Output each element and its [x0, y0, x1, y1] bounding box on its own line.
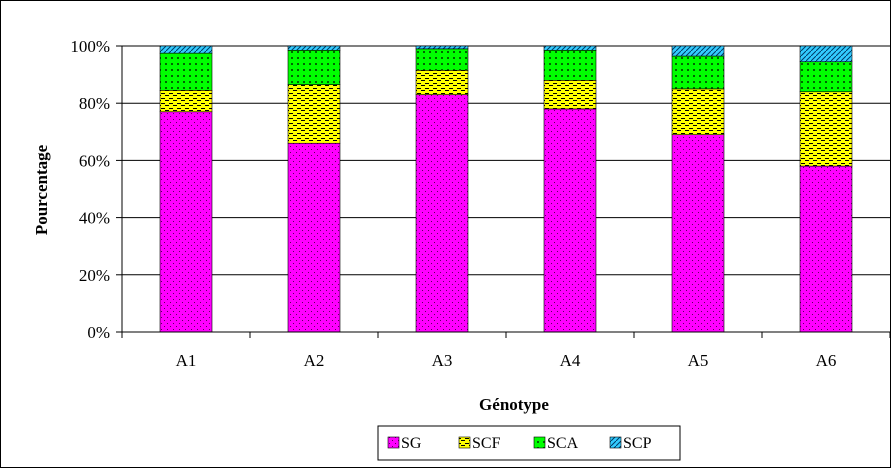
bar-segment-sg-a5	[671, 134, 725, 333]
bar-segment-scp-a2	[287, 45, 341, 51]
bar-segment-sca-a4	[543, 49, 597, 81]
bar-segment-sg-a6	[799, 165, 853, 333]
bar-segment-scp-a5	[671, 45, 725, 57]
bar-segment-scf-a1	[159, 90, 213, 113]
legend-swatch-scf	[458, 436, 471, 449]
y-tick-label: 60%	[79, 151, 110, 170]
y-tick-label: 100%	[70, 37, 110, 56]
y-tick-label: 40%	[79, 209, 110, 228]
legend-label-sg: SG	[401, 435, 422, 452]
bar-layer	[159, 45, 853, 333]
y-tick-label: 80%	[79, 94, 110, 113]
x-tick-label: A1	[176, 351, 197, 370]
legend-swatch-sg	[387, 436, 400, 449]
y-tick-label: 0%	[87, 323, 110, 342]
y-axis-title: Pourcentage	[32, 144, 51, 235]
legend-swatch-scp	[609, 436, 622, 449]
bar-segment-sca-a6	[799, 61, 853, 93]
x-tick-label: A2	[304, 351, 325, 370]
x-tick-label: A6	[816, 351, 837, 370]
bar-segment-sca-a5	[671, 55, 725, 90]
axis-layer: 0% 20% 40% 60% 80% 100% A1 A2 A3 A4 A5 A6	[70, 37, 891, 370]
bar-segment-scp-a1	[159, 45, 213, 54]
bar-segment-scp-a6	[799, 45, 853, 63]
bar-segment-sca-a3	[415, 48, 469, 71]
x-tick-label: A5	[688, 351, 709, 370]
bar-segment-sg-a4	[543, 108, 597, 333]
legend-label-scp: SCP	[623, 435, 652, 452]
bar-segment-scf-a3	[415, 70, 469, 95]
bar-segment-sca-a2	[287, 49, 341, 85]
grid-layer	[122, 45, 890, 276]
bar-segment-sg-a1	[159, 111, 213, 333]
x-axis-title: Génotype	[479, 395, 549, 414]
bar-segment-scp-a3	[415, 45, 469, 50]
bar-segment-scf-a5	[671, 88, 725, 135]
legend-swatch-sca	[533, 436, 546, 449]
bar-segment-sca-a1	[159, 52, 213, 91]
legend-label-sca: SCA	[547, 435, 579, 452]
bar-segment-scf-a6	[799, 91, 853, 167]
bar-segment-sg-a2	[287, 142, 341, 333]
legend: SG SCF SCA SCP	[377, 425, 681, 461]
x-tick-label: A4	[560, 351, 581, 370]
bar-segment-sg-a3	[415, 94, 469, 333]
x-tick-label: A3	[432, 351, 453, 370]
bar-segment-scp-a4	[543, 45, 597, 51]
legend-label-scf: SCF	[472, 435, 501, 452]
bar-segment-scf-a4	[543, 80, 597, 110]
bar-segment-scf-a2	[287, 84, 341, 144]
legend-box	[377, 425, 681, 461]
y-tick-label: 20%	[79, 266, 110, 285]
